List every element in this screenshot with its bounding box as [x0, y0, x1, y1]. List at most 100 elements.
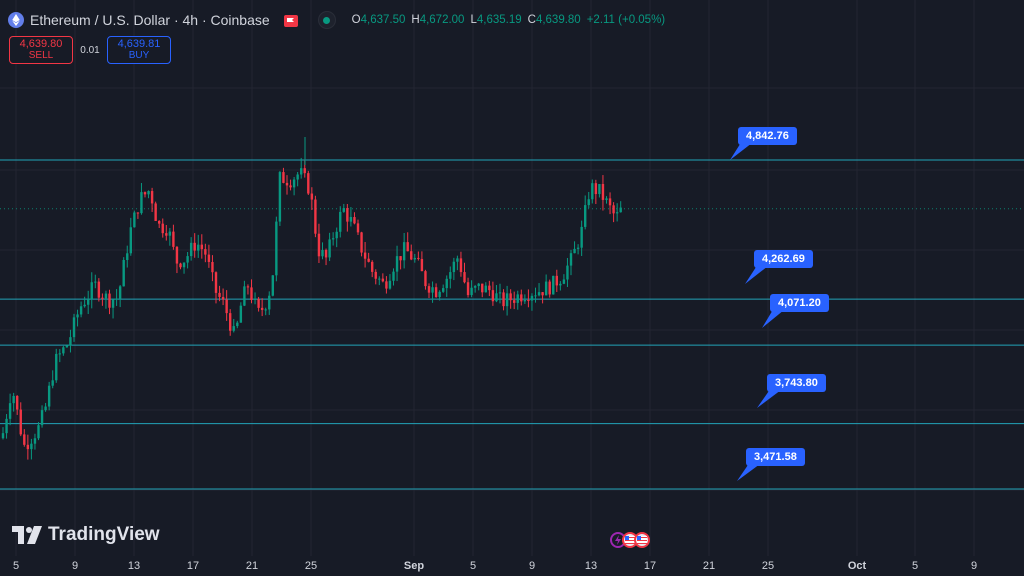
candle-body [168, 231, 172, 236]
candle-body [552, 275, 555, 295]
candle-body [580, 226, 583, 248]
candle-body [289, 185, 292, 188]
candle-body [303, 168, 306, 174]
candle-body [161, 223, 164, 234]
price-chart[interactable] [0, 0, 1024, 556]
label-pointer [737, 462, 760, 481]
candle-body [381, 278, 385, 282]
candle-body [520, 294, 523, 302]
candle-body [591, 183, 594, 200]
candle-body [211, 261, 214, 273]
candle-body [413, 257, 416, 260]
candle-body [214, 272, 218, 293]
candle-body [58, 353, 61, 355]
time-axis-tick: 5 [469, 560, 477, 572]
candle-body [172, 231, 175, 247]
candle-body [44, 406, 47, 411]
time-axis-tick: 21 [702, 560, 716, 572]
flag-icon[interactable] [283, 14, 298, 27]
candle-body [165, 233, 168, 236]
candle-body [488, 285, 491, 291]
candle-body [615, 212, 619, 214]
label-pointer [762, 308, 784, 328]
candle-body [410, 251, 413, 260]
price-level-label[interactable]: 3,743.80 [767, 374, 826, 392]
candle-body [399, 256, 402, 261]
candle-body [5, 418, 8, 434]
candle-body [427, 286, 431, 293]
candle-body [505, 293, 509, 307]
candle-body [314, 199, 317, 234]
candle-body [619, 207, 622, 213]
candle-body [257, 298, 260, 308]
ohlc-high-value: 4,672.00 [419, 14, 465, 26]
candle-body [378, 278, 381, 280]
candle-body [218, 292, 221, 297]
candle-body [108, 293, 111, 308]
candle-body [200, 244, 203, 250]
candle-body [445, 278, 448, 289]
buy-label: BUY [128, 50, 150, 61]
candle-body [94, 281, 97, 283]
price-level-label[interactable]: 3,471.58 [746, 448, 805, 466]
candle-body [605, 198, 608, 200]
candle-body [101, 297, 104, 299]
candle-body [449, 272, 452, 279]
us-flag-event-icon[interactable] [634, 532, 650, 548]
candle-body [221, 296, 225, 300]
time-axis-tick: 9 [71, 560, 79, 572]
tradingview-watermark[interactable]: TradingView [12, 524, 160, 546]
candle-body [417, 257, 420, 259]
candle-body [442, 288, 445, 292]
event-icons[interactable] [610, 532, 650, 548]
time-axis-tick: Sep [403, 560, 425, 572]
candle-body [158, 220, 161, 224]
candle-body [481, 283, 484, 293]
candle-body [79, 306, 83, 315]
candle-body [140, 192, 143, 214]
candle-body [197, 244, 200, 251]
candle-body [30, 443, 33, 450]
candle-body [470, 287, 473, 296]
candle-body [587, 199, 590, 206]
candle-body [484, 285, 487, 293]
candle-body [186, 256, 189, 263]
sell-button[interactable]: 4,639.80 SELL [9, 36, 73, 64]
buy-button[interactable]: 4,639.81 BUY [107, 36, 171, 64]
candle-body [76, 314, 79, 318]
candle-body [87, 299, 90, 305]
candle-body [111, 299, 115, 308]
candle-body [456, 258, 459, 262]
candle-body [349, 217, 353, 222]
price-level-label[interactable]: 4,262.69 [754, 250, 813, 268]
candle-body [584, 205, 587, 227]
symbol-title[interactable]: Ethereum / U.S. Dollar · 4h · Coinbase [30, 12, 270, 28]
candle-body [569, 253, 573, 266]
price-level-label[interactable]: 4,842.76 [738, 127, 797, 145]
ethereum-icon[interactable] [8, 12, 24, 28]
candle-body [239, 305, 243, 323]
chart-area[interactable] [0, 0, 1024, 556]
candle-body [33, 438, 37, 444]
time-axis-tick: Oct [847, 560, 867, 572]
candle-body [530, 295, 534, 301]
time-axis-tick: 17 [643, 560, 657, 572]
candle-body [438, 291, 441, 298]
candle-body [516, 294, 519, 303]
candle-body [612, 205, 615, 214]
tradingview-logo-icon [12, 526, 42, 544]
candle-body [69, 337, 72, 346]
candle-body [83, 304, 86, 307]
candle-body [601, 184, 605, 200]
time-axis[interactable]: 5 9 13 17 21 25 Sep 5 9 13 17 21 25 Oct 5 9 [0, 556, 1024, 576]
candle-body [495, 293, 498, 302]
candle-body [331, 238, 335, 240]
ohlc-close-key: C [527, 14, 536, 26]
candle-body [1, 433, 5, 439]
candle-body [371, 261, 374, 272]
candle-body [292, 179, 296, 188]
market-status-icon[interactable] [317, 11, 336, 29]
price-level-label[interactable]: 4,071.20 [770, 294, 829, 312]
candle-body [594, 183, 598, 195]
time-axis-tick: 5 [911, 560, 919, 572]
